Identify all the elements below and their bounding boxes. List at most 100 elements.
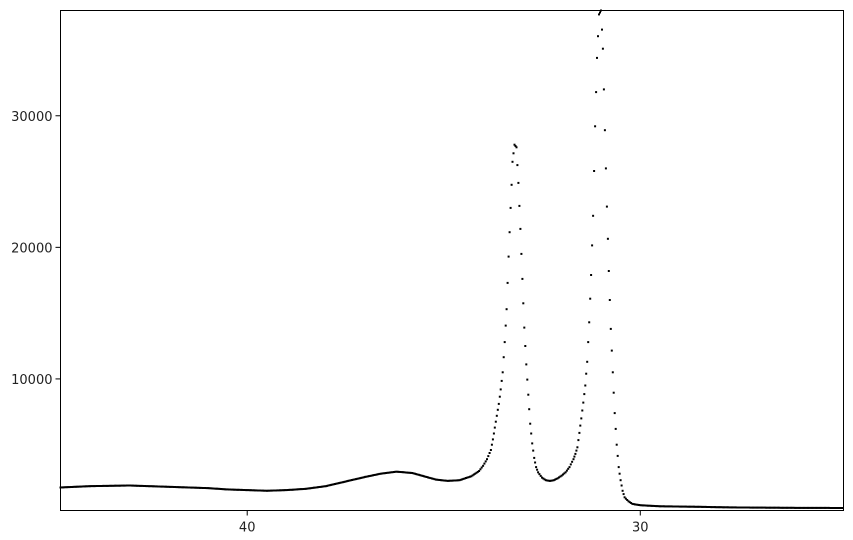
data-point	[301, 488, 304, 491]
data-point	[125, 484, 128, 487]
data-point	[339, 481, 342, 484]
data-point	[121, 484, 124, 487]
data-point	[514, 145, 517, 147]
data-point	[531, 442, 534, 445]
data-point	[656, 505, 659, 508]
data-point	[702, 505, 705, 508]
data-point	[555, 477, 558, 480]
data-point	[837, 507, 840, 509]
data-point	[670, 505, 673, 508]
data-point	[476, 470, 479, 473]
data-point	[244, 489, 247, 492]
data-point	[749, 506, 752, 509]
data-point	[369, 474, 372, 477]
data-point	[758, 506, 761, 509]
data-point	[305, 487, 308, 490]
data-point	[162, 485, 165, 488]
data-point	[334, 483, 336, 485]
data-point	[499, 388, 502, 391]
data-point	[491, 438, 494, 441]
data-point	[535, 466, 538, 469]
data-point	[748, 506, 750, 509]
data-point	[753, 506, 756, 509]
data-point	[772, 506, 775, 509]
data-point	[782, 506, 785, 509]
data-point	[89, 485, 91, 488]
data-point	[196, 486, 199, 489]
data-point	[490, 443, 493, 446]
data-point	[254, 489, 257, 492]
data-point	[563, 472, 566, 475]
data-point	[487, 455, 490, 458]
data-point	[318, 486, 321, 488]
data-point	[599, 11, 601, 14]
data-point	[154, 485, 157, 488]
data-point	[816, 506, 819, 509]
data-point	[543, 478, 546, 481]
data-point	[757, 506, 760, 509]
data-point	[828, 506, 830, 509]
data-point	[463, 477, 466, 480]
data-point	[469, 475, 471, 478]
data-point	[256, 489, 259, 492]
data-point	[323, 485, 326, 488]
data-point	[641, 504, 644, 507]
data-point	[403, 471, 406, 474]
data-point	[583, 393, 586, 396]
data-point	[624, 497, 627, 500]
data-point	[610, 349, 613, 352]
data-point	[829, 507, 832, 509]
data-point	[628, 501, 631, 504]
data-point	[167, 485, 170, 488]
data-point	[467, 476, 470, 479]
data-point	[238, 488, 241, 491]
data-point	[594, 125, 597, 128]
data-point	[258, 489, 260, 492]
data-point	[495, 414, 498, 417]
data-point	[383, 472, 386, 475]
data-point	[763, 506, 766, 509]
data-point	[647, 504, 650, 507]
data-point	[247, 489, 250, 492]
data-point	[810, 506, 813, 509]
data-point	[208, 487, 211, 490]
data-point	[678, 505, 681, 508]
data-point	[506, 281, 509, 284]
data-point	[204, 487, 207, 489]
data-point	[343, 480, 346, 483]
data-point	[569, 463, 572, 466]
data-point	[483, 462, 486, 465]
data-point	[717, 506, 720, 509]
data-point	[588, 321, 591, 324]
data-point	[820, 506, 823, 509]
data-point	[76, 485, 79, 488]
data-point	[448, 479, 450, 482]
data-point	[787, 506, 790, 509]
data-point	[171, 485, 174, 488]
data-point	[581, 409, 584, 412]
data-point	[644, 504, 647, 507]
data-point	[161, 485, 163, 488]
data-point	[489, 449, 492, 451]
data-point	[608, 299, 611, 301]
data-point	[710, 506, 712, 509]
data-point	[765, 506, 768, 509]
data-point	[413, 472, 416, 475]
data-point	[406, 471, 409, 474]
data-point	[360, 476, 363, 479]
data-points	[59, 9, 844, 509]
data-point	[833, 507, 836, 509]
data-point	[142, 485, 145, 487]
data-point	[552, 479, 555, 482]
data-point	[145, 485, 148, 488]
data-point	[212, 487, 215, 490]
data-point	[127, 484, 129, 487]
data-point	[356, 477, 359, 480]
data-point	[584, 384, 587, 387]
data-point	[328, 484, 331, 487]
data-point	[222, 488, 225, 491]
data-point	[724, 506, 727, 509]
data-point	[217, 487, 220, 490]
data-point	[799, 506, 802, 509]
data-point	[63, 486, 66, 489]
